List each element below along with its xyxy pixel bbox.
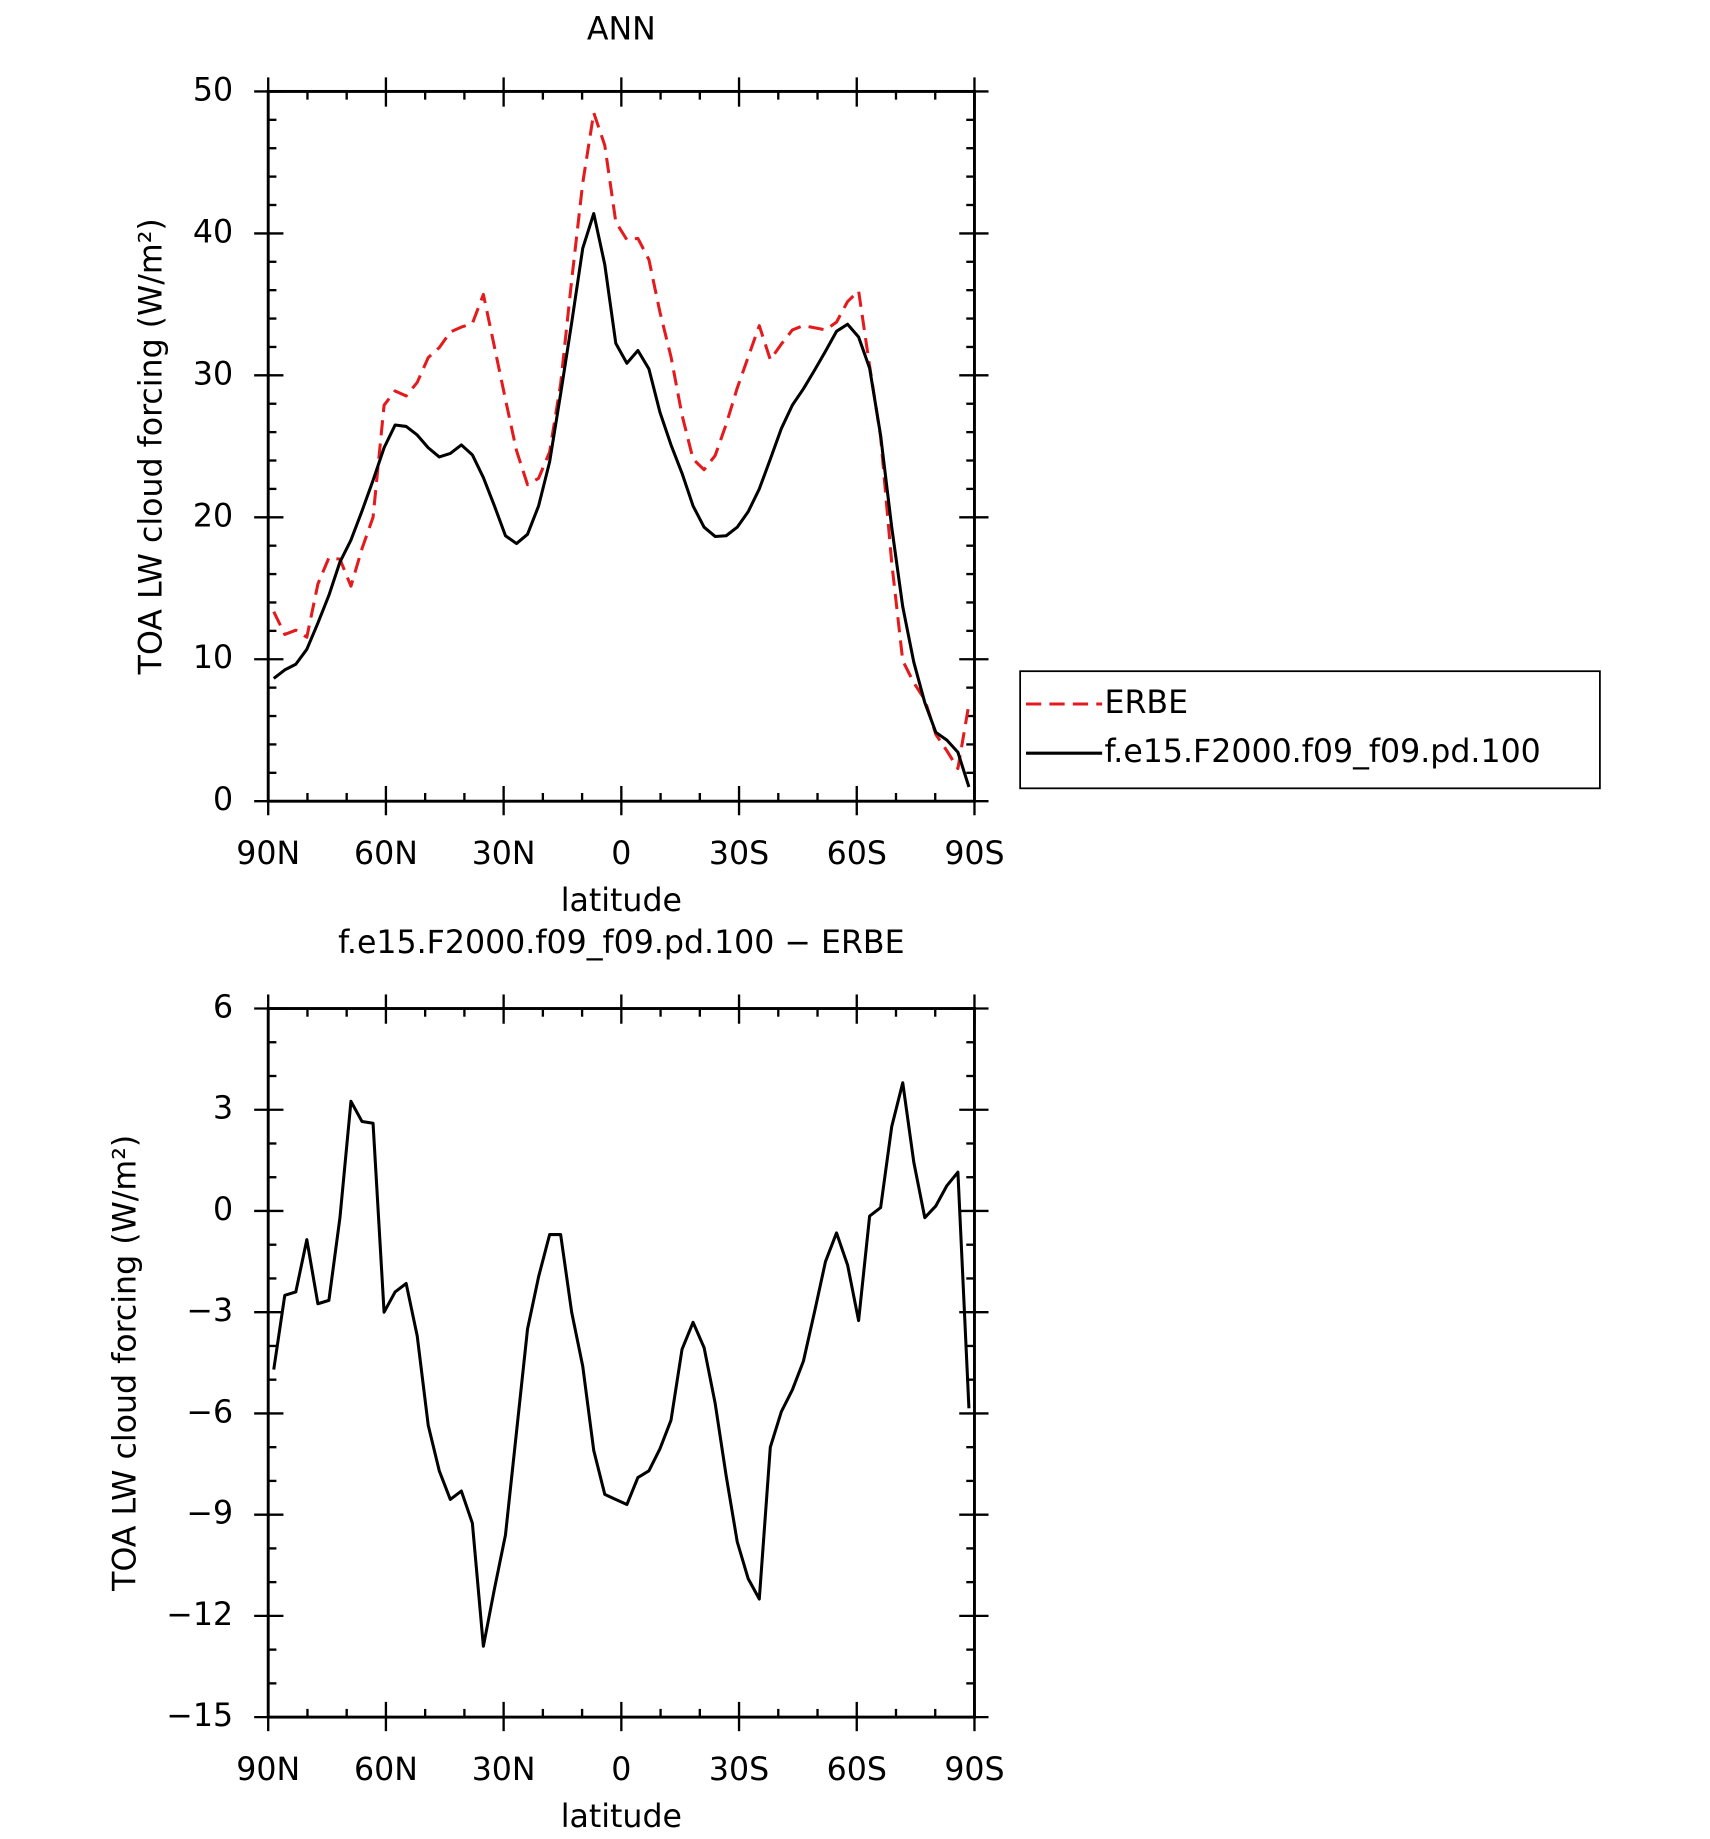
x-tick-label: 0 — [611, 1752, 631, 1788]
x-tick-label: 30S — [709, 1752, 769, 1788]
x-tick-label: 60N — [354, 1752, 418, 1788]
y-tick-label: −6 — [186, 1394, 233, 1430]
chart-title: f.e15.F2000.f09_f09.pd.100 − ERBE — [338, 925, 905, 961]
y-tick-label: 20 — [193, 498, 233, 534]
x-axis-label: latitude — [561, 883, 682, 919]
y-tick-label: 10 — [193, 640, 233, 676]
x-axis-label: latitude — [561, 1799, 682, 1835]
y-tick-label: 3 — [213, 1091, 233, 1127]
legend-label: ERBE — [1104, 685, 1188, 721]
x-tick-label: 60N — [354, 836, 418, 872]
x-tick-label: 90N — [236, 1752, 300, 1788]
x-tick-label: 60S — [827, 836, 887, 872]
plot-frame — [266, 1007, 976, 1719]
x-tick-label: 90S — [944, 1752, 1004, 1788]
chart-title: ANN — [587, 12, 656, 48]
x-tick-label: 90S — [944, 836, 1004, 872]
y-tick-label: 50 — [193, 72, 233, 108]
y-tick-label: 0 — [213, 782, 233, 818]
y-tick-label: −3 — [186, 1293, 233, 1329]
y-tick-label: 30 — [193, 356, 233, 392]
y-tick-label: −15 — [166, 1698, 233, 1734]
x-tick-label: 0 — [611, 836, 631, 872]
y-tick-label: 6 — [213, 990, 233, 1026]
y-tick-label: −9 — [186, 1496, 233, 1532]
legend-box — [1019, 670, 1601, 790]
data-line — [272, 111, 971, 771]
x-tick-label: 30N — [472, 836, 536, 872]
data-line — [272, 211, 971, 788]
y-axis-label: TOA LW cloud forcing (W/m²) — [133, 218, 169, 675]
x-tick-label: 30S — [709, 836, 769, 872]
legend-label: f.e15.F2000.f09_f09.pd.100 — [1104, 734, 1540, 770]
y-axis-label: TOA LW cloud forcing (W/m²) — [107, 1135, 143, 1592]
x-tick-label: 30N — [472, 1752, 536, 1788]
x-tick-label: 90N — [236, 836, 300, 872]
y-tick-label: −12 — [166, 1597, 233, 1633]
y-tick-label: 0 — [213, 1192, 233, 1228]
plot-frame — [266, 89, 976, 803]
data-line — [272, 1081, 971, 1648]
x-tick-label: 60S — [827, 1752, 887, 1788]
y-tick-label: 40 — [193, 214, 233, 250]
